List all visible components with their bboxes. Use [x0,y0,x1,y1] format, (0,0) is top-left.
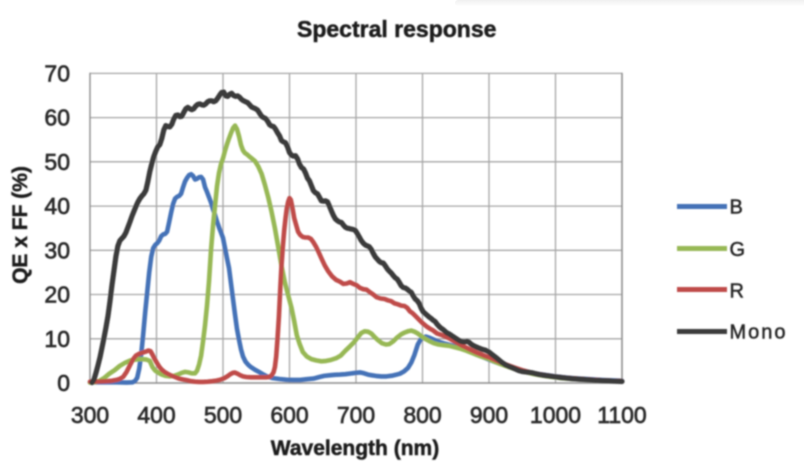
svg-text:400: 400 [137,402,175,428]
svg-text:60: 60 [44,105,70,131]
svg-text:20: 20 [44,282,70,308]
svg-text:Mono: Mono [730,322,788,344]
svg-text:70: 70 [44,60,70,86]
svg-text:600: 600 [270,402,308,428]
svg-text:900: 900 [470,402,508,428]
svg-text:R: R [730,281,746,303]
svg-text:QE x FF (%): QE x FF (%) [9,166,32,284]
svg-text:Wavelength (nm): Wavelength (nm) [271,437,439,460]
svg-text:300: 300 [71,402,109,428]
svg-text:G: G [730,239,748,261]
svg-text:B: B [730,197,745,219]
svg-text:700: 700 [337,402,375,428]
svg-text:0: 0 [57,370,70,396]
svg-text:1000: 1000 [530,402,581,428]
svg-text:40: 40 [44,193,70,219]
svg-text:10: 10 [44,326,70,352]
svg-text:1100: 1100 [597,402,646,428]
svg-text:30: 30 [44,237,70,263]
svg-text:500: 500 [204,402,242,428]
svg-text:800: 800 [403,402,441,428]
svg-text:Spectral response: Spectral response [297,16,496,42]
svg-text:50: 50 [44,149,70,175]
